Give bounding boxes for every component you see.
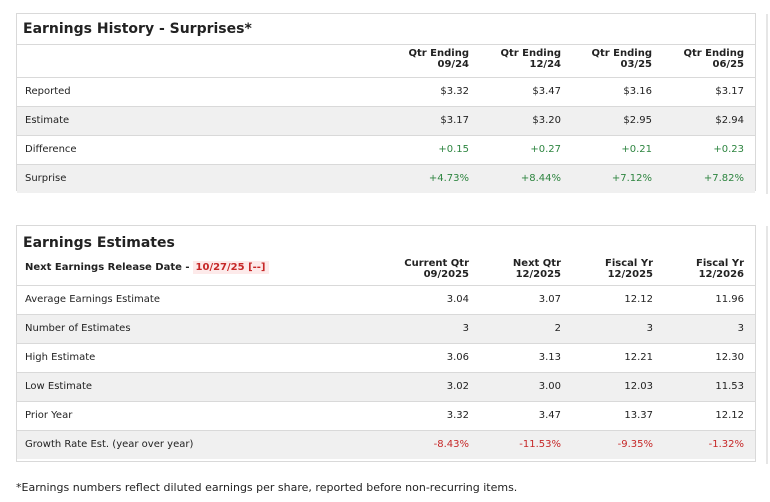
table-row-low-estimate: Low Estimate 3.02 3.00 12.03 11.53: [17, 372, 755, 401]
table-cell: 3.47: [538, 410, 561, 421]
table-row-growth-rate: Growth Rate Est. (year over year) -8.43%…: [17, 430, 755, 459]
table-cell: 13.37: [624, 410, 653, 421]
table-cell: 12.21: [624, 352, 653, 363]
table-cell: 3: [737, 323, 744, 334]
table-cell: $2.94: [715, 115, 744, 126]
table-cell: 12.12: [624, 294, 653, 305]
earnings-history-panel: Earnings History - Surprises* Qtr Ending…: [16, 13, 756, 193]
table-cell: +4.73%: [428, 173, 469, 184]
row-label: High Estimate: [25, 352, 96, 363]
table-cell: +0.23: [713, 144, 744, 155]
earnings-history-header-row: Qtr Ending 09/24 Qtr Ending 12/24 Qtr Endi…: [17, 45, 755, 77]
row-label: Surprise: [25, 173, 67, 184]
table-cell: 11.96: [715, 294, 744, 305]
table-cell: 3.07: [538, 294, 561, 305]
next-earnings-release: Next Earnings Release Date -10/27/25 [--…: [25, 253, 269, 283]
column-header-fiscal-yr-2026: Fiscal Yr 12/2026: [696, 258, 744, 280]
column-header-qtr-1224: Qtr Ending 12/24: [500, 48, 561, 70]
column-header-qtr-0325: Qtr Ending 03/25: [591, 48, 652, 70]
table-cell: 3.32: [446, 410, 469, 421]
table-cell: $3.17: [715, 86, 744, 97]
column-header-current-qtr: Current Qtr 09/2025: [404, 258, 469, 280]
column-header-qtr-0924: Qtr Ending 09/24: [408, 48, 469, 70]
table-cell: $3.20: [532, 115, 561, 126]
table-row-difference: Difference +0.15 +0.27 +0.21 +0.23: [17, 135, 755, 164]
table-cell: 3.13: [538, 352, 561, 363]
table-cell: $3.16: [623, 86, 652, 97]
table-cell: $2.95: [623, 115, 652, 126]
table-cell: 3.00: [538, 381, 561, 392]
row-label: Growth Rate Est. (year over year): [25, 439, 194, 450]
table-cell: -9.35%: [617, 439, 653, 450]
table-cell: -11.53%: [519, 439, 561, 450]
table-cell: 11.53: [715, 381, 744, 392]
row-label: Number of Estimates: [25, 323, 131, 334]
row-label: Average Earnings Estimate: [25, 294, 160, 305]
table-cell: +0.15: [438, 144, 469, 155]
table-row-number-of-estimates: Number of Estimates 3 2 3 3: [17, 314, 755, 343]
earnings-footnote: *Earnings numbers reflect diluted earnin…: [16, 481, 518, 494]
table-cell: +0.21: [621, 144, 652, 155]
table-row-average-estimate: Average Earnings Estimate 3.04 3.07 12.1…: [17, 285, 755, 314]
column-header-fiscal-yr-2025: Fiscal Yr 12/2025: [605, 258, 653, 280]
table-cell: 3.02: [446, 381, 469, 392]
table-cell: -8.43%: [433, 439, 469, 450]
table-cell: 2: [554, 323, 561, 334]
table-row-prior-year: Prior Year 3.32 3.47 13.37 12.12: [17, 401, 755, 430]
table-cell: +7.12%: [611, 173, 652, 184]
next-release-label: Next Earnings Release Date -: [25, 262, 190, 273]
table-cell: 3: [646, 323, 653, 334]
row-label: Low Estimate: [25, 381, 93, 392]
row-label: Estimate: [25, 115, 70, 126]
table-cell: 3.06: [446, 352, 469, 363]
table-cell: 12.12: [715, 410, 744, 421]
table-row-reported: Reported $3.32 $3.47 $3.16 $3.17: [17, 77, 755, 106]
table-cell: +0.27: [530, 144, 561, 155]
row-label: Prior Year: [25, 410, 73, 421]
earnings-estimates-panel: Earnings Estimates Next Earnings Release…: [16, 225, 756, 462]
scroll-edge: [766, 14, 768, 194]
table-cell: +7.82%: [703, 173, 744, 184]
next-release-date-link[interactable]: 10/27/25 [--]: [192, 261, 269, 274]
column-header-next-qtr: Next Qtr 12/2025: [512, 258, 561, 280]
table-cell: 3: [462, 323, 469, 334]
table-cell: $3.47: [532, 86, 561, 97]
table-row-surprise: Surprise +4.73% +8.44% +7.12% +7.82%: [17, 164, 755, 193]
table-row-estimate: Estimate $3.17 $3.20 $2.95 $2.94: [17, 106, 755, 135]
table-cell: 12.03: [624, 381, 653, 392]
earnings-estimates-header-row: Next Earnings Release Date -10/27/25 [--…: [17, 253, 755, 285]
scroll-edge: [766, 226, 768, 464]
table-cell: 3.04: [446, 294, 469, 305]
column-header-qtr-0625: Qtr Ending 06/25: [683, 48, 744, 70]
table-cell: -1.32%: [708, 439, 744, 450]
row-label: Reported: [25, 86, 71, 97]
table-row-high-estimate: High Estimate 3.06 3.13 12.21 12.30: [17, 343, 755, 372]
row-label: Difference: [25, 144, 77, 155]
table-cell: 12.30: [715, 352, 744, 363]
table-cell: +8.44%: [520, 173, 561, 184]
table-cell: $3.17: [440, 115, 469, 126]
earnings-history-title: Earnings History - Surprises*: [17, 14, 755, 45]
earnings-estimates-title: Earnings Estimates: [23, 235, 175, 251]
table-cell: $3.32: [440, 86, 469, 97]
